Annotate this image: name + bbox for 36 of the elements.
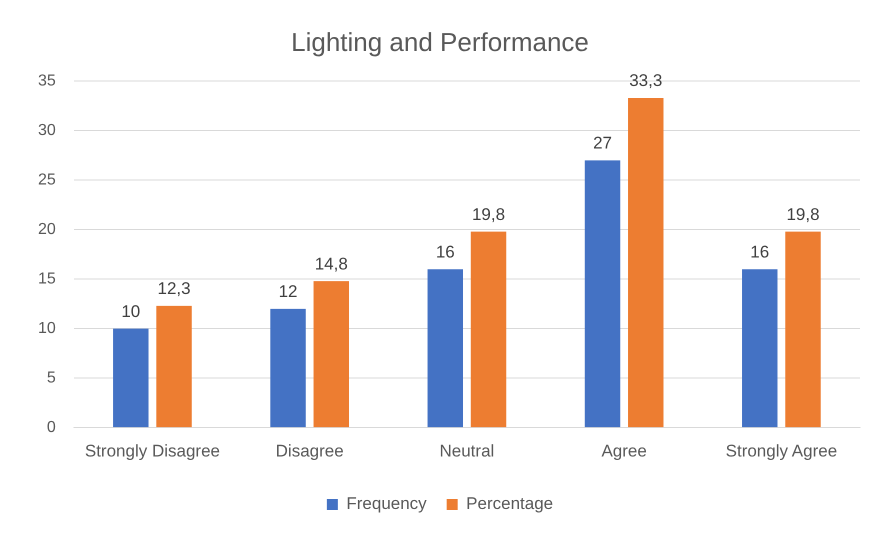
y-tick-label: 0: [46, 419, 56, 436]
bar: [113, 328, 149, 428]
data-label: 16: [436, 242, 455, 262]
data-label: 19,8: [786, 204, 820, 224]
legend-label: Frequency: [346, 494, 428, 514]
data-label: 16: [750, 242, 770, 262]
data-label: 19,8: [472, 204, 506, 224]
y-tick-label: 15: [38, 270, 56, 288]
y-tick-label: 25: [38, 172, 56, 189]
bar: [270, 308, 306, 428]
x-tick-label: Strongly Disagree: [84, 441, 220, 460]
bar: [584, 160, 620, 428]
x-tick-label: Disagree: [276, 441, 344, 460]
x-tick-label: Neutral: [439, 441, 494, 460]
y-tick-label: 30: [38, 122, 56, 140]
chart-title: Lighting and Performance: [291, 26, 589, 57]
x-tick-label: Agree: [601, 441, 647, 460]
legend-label: Percentage: [466, 494, 554, 514]
data-label: 27: [593, 134, 612, 153]
data-label: 10: [121, 302, 140, 321]
bar: [628, 98, 664, 428]
data-label: 14,8: [314, 254, 348, 274]
y-tick-label: 10: [38, 320, 56, 338]
data-label: 12,3: [157, 279, 191, 298]
y-tick-label: 5: [46, 370, 56, 387]
bar: [470, 232, 506, 428]
bar: [314, 281, 350, 428]
bar: [428, 269, 464, 428]
y-tick-label: 35: [38, 72, 56, 90]
bar: [742, 269, 778, 428]
x-tick-label: Strongly Agree: [726, 441, 838, 460]
bar: [785, 232, 821, 428]
bar: [156, 306, 192, 428]
data-label: 12: [278, 282, 298, 302]
y-tick-label: 20: [38, 221, 56, 238]
data-label: 33,3: [629, 71, 662, 90]
